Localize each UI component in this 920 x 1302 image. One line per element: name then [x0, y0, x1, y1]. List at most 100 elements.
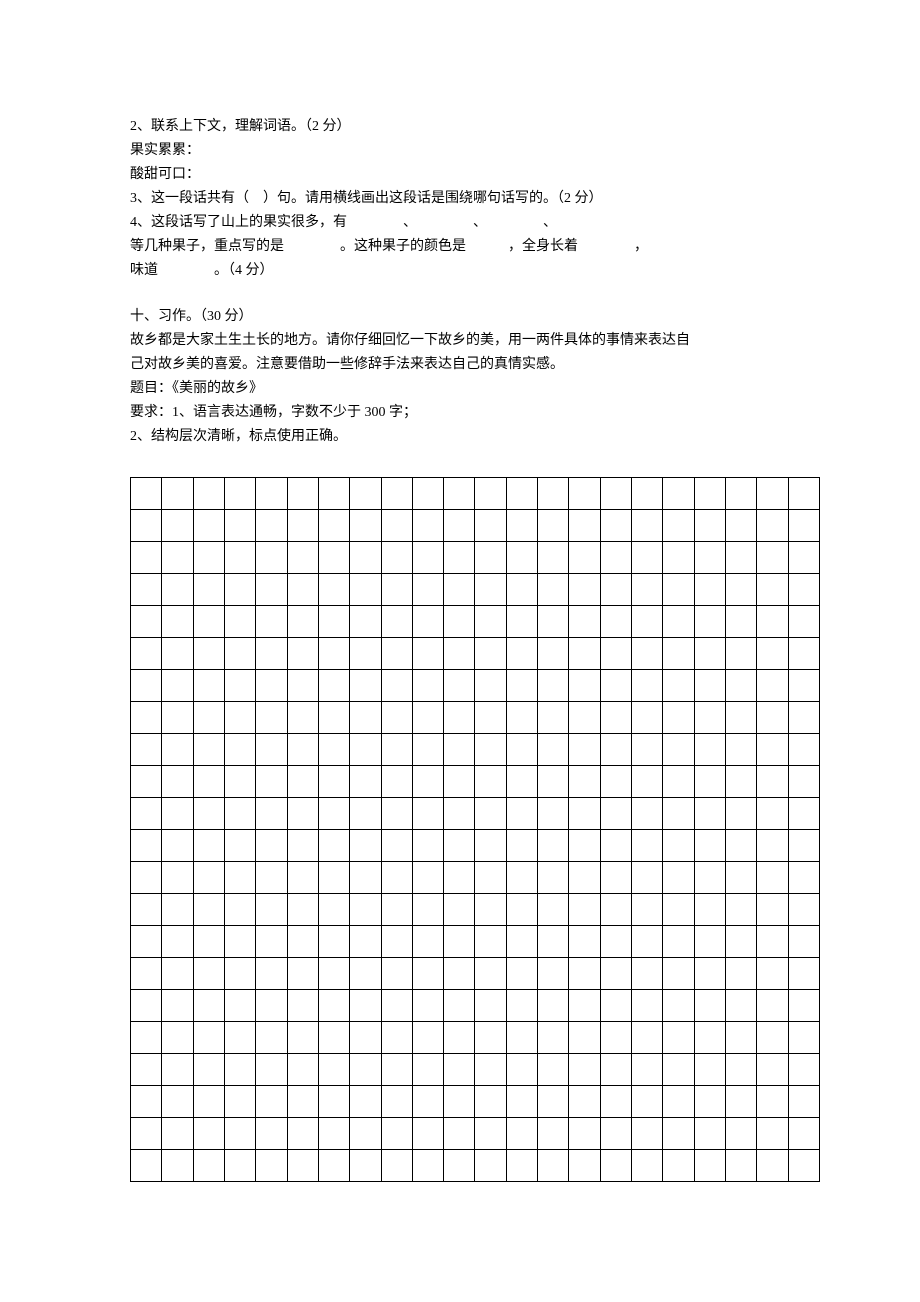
writing-grid-row [131, 830, 820, 862]
writing-grid-cell [569, 894, 600, 926]
writing-grid-cell [350, 478, 381, 510]
writing-grid-cell [256, 542, 287, 574]
q4-line3: 味道 。（4 分） [130, 259, 790, 283]
writing-grid-cell [350, 862, 381, 894]
writing-grid-cell [632, 542, 663, 574]
writing-grid-cell [506, 574, 537, 606]
writing-grid-cell [475, 990, 506, 1022]
writing-grid-cell [538, 574, 569, 606]
writing-grid-cell [444, 990, 475, 1022]
writing-grid-cell [475, 1086, 506, 1118]
writing-grid-row [131, 1054, 820, 1086]
writing-grid-cell [131, 894, 162, 926]
writing-grid-cell [694, 926, 725, 958]
writing-grid-cell [694, 606, 725, 638]
writing-grid-cell [256, 958, 287, 990]
writing-grid-cell [538, 606, 569, 638]
writing-grid-cell [663, 894, 694, 926]
writing-grid-cell [318, 702, 349, 734]
writing-grid-cell [538, 478, 569, 510]
writing-grid-cell [444, 1118, 475, 1150]
writing-grid-cell [475, 798, 506, 830]
writing-grid-cell [256, 734, 287, 766]
writing-grid-cell [350, 1022, 381, 1054]
writing-grid-cell [224, 542, 255, 574]
writing-grid-cell [475, 638, 506, 670]
writing-grid-cell [350, 798, 381, 830]
writing-grid-cell [350, 734, 381, 766]
writing-grid-cell [318, 510, 349, 542]
writing-grid-cell [600, 766, 631, 798]
writing-grid-cell [350, 926, 381, 958]
writing-grid-cell [256, 894, 287, 926]
writing-grid-row [131, 766, 820, 798]
writing-grid-cell [224, 798, 255, 830]
writing-grid-cell [538, 798, 569, 830]
writing-grid-cell [412, 574, 443, 606]
writing-grid-cell [694, 1118, 725, 1150]
writing-grid-cell [788, 926, 819, 958]
writing-grid-cell [632, 1022, 663, 1054]
writing-grid-cell [757, 830, 788, 862]
writing-grid-cell [663, 958, 694, 990]
writing-grid-cell [600, 1022, 631, 1054]
writing-grid-cell [381, 1118, 412, 1150]
writing-grid-cell [569, 958, 600, 990]
writing-grid-cell [131, 606, 162, 638]
writing-grid-cell [757, 702, 788, 734]
writing-grid-cell [318, 766, 349, 798]
writing-grid-row [131, 990, 820, 1022]
writing-grid-cell [475, 830, 506, 862]
writing-grid-cell [506, 1022, 537, 1054]
writing-grid-cell [506, 542, 537, 574]
writing-grid-cell [162, 958, 193, 990]
writing-grid-cell [224, 638, 255, 670]
writing-grid-cell [757, 990, 788, 1022]
writing-grid-row [131, 1086, 820, 1118]
writing-grid-cell [193, 958, 224, 990]
writing-grid-row [131, 734, 820, 766]
writing-grid-cell [350, 606, 381, 638]
writing-grid-cell [569, 702, 600, 734]
writing-grid-cell [381, 1150, 412, 1182]
writing-grid-cell [475, 606, 506, 638]
writing-grid-cell [350, 638, 381, 670]
writing-grid-cell [444, 958, 475, 990]
writing-grid-cell [538, 1054, 569, 1086]
writing-grid-cell [663, 1054, 694, 1086]
writing-grid-cell [663, 862, 694, 894]
writing-grid-cell [600, 958, 631, 990]
writing-grid-cell [725, 1054, 756, 1086]
writing-grid-cell [444, 830, 475, 862]
writing-grid-cell [569, 478, 600, 510]
writing-grid-cell [725, 1086, 756, 1118]
writing-grid-cell [757, 1054, 788, 1086]
writing-grid-cell [412, 702, 443, 734]
writing-grid-cell [256, 798, 287, 830]
writing-grid-cell [193, 1022, 224, 1054]
writing-grid-cell [757, 670, 788, 702]
writing-grid-cell [506, 670, 537, 702]
writing-grid-cell [569, 830, 600, 862]
writing-grid-cell [287, 830, 318, 862]
writing-grid-cell [663, 574, 694, 606]
writing-grid-cell [381, 542, 412, 574]
writing-grid-row [131, 510, 820, 542]
writing-grid-cell [538, 734, 569, 766]
writing-grid-cell [412, 766, 443, 798]
writing-grid-cell [350, 670, 381, 702]
writing-grid-cell [475, 926, 506, 958]
writing-grid-cell [788, 1118, 819, 1150]
writing-grid-cell [538, 766, 569, 798]
writing-grid-cell [224, 734, 255, 766]
writing-grid-cell [632, 894, 663, 926]
writing-grid-cell [224, 702, 255, 734]
writing-grid-cell [663, 990, 694, 1022]
writing-grid-cell [444, 670, 475, 702]
writing-grid-cell [287, 1118, 318, 1150]
writing-grid-cell [632, 606, 663, 638]
writing-grid-cell [694, 830, 725, 862]
writing-grid-cell [444, 926, 475, 958]
writing-grid-cell [506, 926, 537, 958]
writing-grid-cell [506, 1054, 537, 1086]
